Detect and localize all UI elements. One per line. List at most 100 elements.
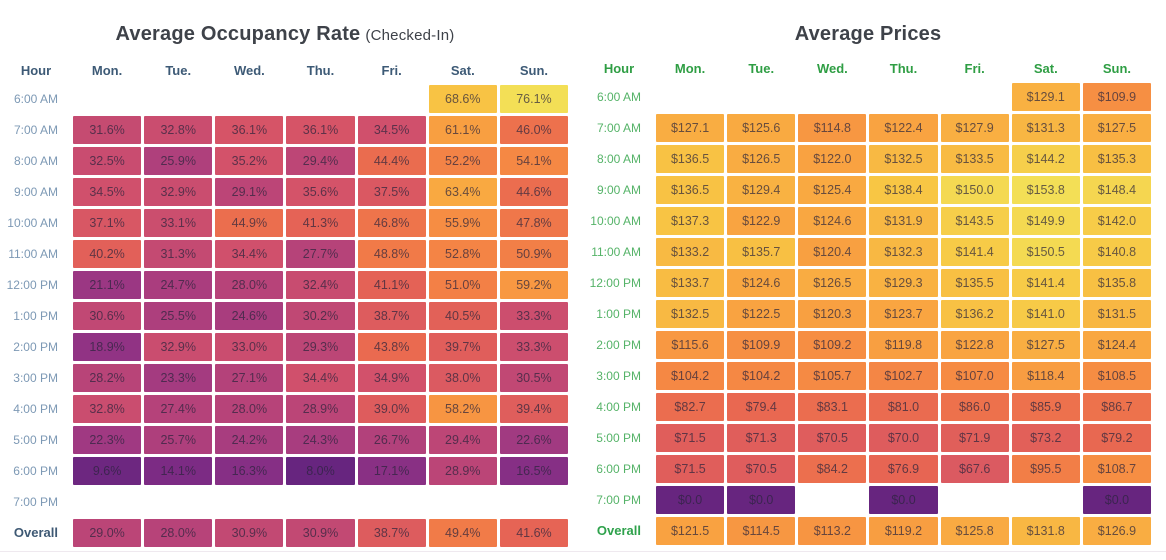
heatmap-cell: $79.2 [1082, 424, 1151, 452]
heatmap-cell: 29.3% [286, 333, 355, 361]
heatmap-cell: 41.6% [499, 519, 568, 547]
heatmap-cell: 52.2% [428, 147, 497, 175]
heatmap-cell: $150.5 [1011, 238, 1080, 266]
hour-row-label: 4:00 PM [13, 402, 58, 416]
heatmap-cell: $121.5 [656, 517, 725, 545]
heatmap-cell: 36.1% [215, 116, 284, 144]
heatmap-cell: $149.9 [1011, 207, 1080, 235]
heatmap-cell: 39.7% [428, 333, 497, 361]
heatmap-cell: 40.2% [73, 240, 142, 268]
heatmap-cell: 50.9% [499, 240, 568, 268]
heatmap-cell: $0.0 [727, 486, 796, 514]
empty-heatmap-cell [798, 486, 866, 514]
day-column-header: Wed. [816, 61, 848, 76]
heatmap-cell: $71.9 [940, 424, 1009, 452]
heatmap-cell: $126.9 [1082, 517, 1151, 545]
heatmap-cell: 28.2% [73, 364, 142, 392]
overall-row-label: Overall [596, 523, 641, 538]
hour-row-label: 9:00 AM [596, 183, 641, 197]
heatmap-cell: 33.3% [499, 333, 568, 361]
heatmap-cell: $83.1 [798, 393, 867, 421]
heatmap-cell: $0.0 [869, 486, 938, 514]
heatmap-cell: 24.7% [144, 271, 213, 299]
occupancy-heatmap-grid: Hour Mon. Tue. Wed. Thu. Fri. Sat. Sun. 6:00 AM 6… [2, 60, 568, 547]
heatmap-cell: 24.3% [286, 426, 355, 454]
hour-row-label: 11:00 AM [591, 245, 641, 259]
heatmap-cell: $125.6 [727, 114, 796, 142]
day-column-header: Thu. [306, 63, 335, 78]
heatmap-cell: $108.7 [1082, 455, 1151, 483]
heatmap-cell: 32.4% [286, 271, 355, 299]
heatmap-cell: 24.2% [215, 426, 284, 454]
hour-row-label: 12:00 PM [6, 278, 58, 292]
heatmap-cell: 40.5% [428, 302, 497, 330]
heatmap-cell: 18.9% [73, 333, 142, 361]
heatmap-cell: $150.0 [940, 176, 1009, 204]
heatmap-cell: $73.2 [1011, 424, 1080, 452]
heatmap-cell: $132.5 [656, 300, 725, 328]
heatmap-cell: 58.2% [428, 395, 497, 423]
prices-heatmap-panel: Average Prices Hour Mon. Tue. Wed. Thu. Fri. S… [583, 0, 1166, 560]
hour-row-label: 6:00 PM [596, 462, 641, 476]
heatmap-cell: $127.1 [656, 114, 725, 142]
heatmap-cell: 76.1% [499, 85, 568, 113]
heatmap-cell: $71.3 [727, 424, 796, 452]
heatmap-cell: $129.3 [869, 269, 938, 297]
heatmap-cell: 39.4% [499, 395, 568, 423]
heatmap-cell: 35.6% [286, 178, 355, 206]
empty-heatmap-cell [215, 488, 283, 516]
heatmap-cell: $0.0 [656, 486, 725, 514]
heatmap-cell: $81.0 [869, 393, 938, 421]
empty-heatmap-cell [798, 83, 866, 111]
heatmap-cell: 16.5% [499, 457, 568, 485]
hour-row-label: 1:00 PM [13, 309, 58, 323]
empty-heatmap-cell [941, 83, 1009, 111]
heatmap-cell: $118.4 [1011, 362, 1080, 390]
heatmap-cell: 28.9% [428, 457, 497, 485]
heatmap-cell: 44.9% [215, 209, 284, 237]
heatmap-cell: 34.5% [73, 178, 142, 206]
heatmap-cell: 43.8% [357, 333, 426, 361]
occupancy-heatmap-panel: Average Occupancy Rate (Checked-In) Hour M… [2, 23, 568, 547]
heatmap-cell: 28.0% [215, 395, 284, 423]
hour-row-label: 10:00 AM [7, 216, 58, 230]
heatmap-cell: 63.4% [428, 178, 497, 206]
heatmap-cell: 24.6% [215, 302, 284, 330]
heatmap-cell: $70.5 [798, 424, 867, 452]
heatmap-cell: 32.8% [73, 395, 142, 423]
heatmap-cell: 27.7% [286, 240, 355, 268]
hour-row-label: 4:00 PM [596, 400, 641, 414]
heatmap-cell: 61.1% [428, 116, 497, 144]
heatmap-cell: 29.1% [215, 178, 284, 206]
heatmap-cell: 28.0% [144, 519, 213, 547]
heatmap-cell: 27.4% [144, 395, 213, 423]
empty-heatmap-cell [429, 488, 497, 516]
heatmap-cell: $122.4 [869, 114, 938, 142]
empty-heatmap-cell [358, 85, 426, 113]
heatmap-cell: 9.6% [73, 457, 142, 485]
heatmap-cell: 34.5% [357, 116, 426, 144]
heatmap-cell: $136.2 [940, 300, 1009, 328]
heatmap-cell: 29.4% [428, 426, 497, 454]
heatmap-cell: $107.0 [940, 362, 1009, 390]
hour-row-label: 5:00 PM [596, 431, 641, 445]
heatmap-cell: 55.9% [428, 209, 497, 237]
hour-row-label: 7:00 PM [13, 495, 58, 509]
hour-row-label: 7:00 AM [596, 121, 641, 135]
heatmap-cell: $109.9 [1082, 83, 1151, 111]
empty-heatmap-cell [144, 488, 212, 516]
heatmap-cell: 48.8% [357, 240, 426, 268]
overall-row-label: Overall [13, 525, 58, 540]
heatmap-cell: 41.3% [286, 209, 355, 237]
heatmap-cell: 23.3% [144, 364, 213, 392]
heatmap-cell: 39.0% [357, 395, 426, 423]
heatmap-cell: $127.5 [1082, 114, 1151, 142]
heatmap-cell: 38.0% [428, 364, 497, 392]
heatmap-cell: $133.5 [940, 145, 1009, 173]
heatmap-cell: 46.0% [499, 116, 568, 144]
hour-column-header: Hour [20, 63, 52, 78]
heatmap-cell: 29.0% [73, 519, 142, 547]
heatmap-cell: $114.8 [798, 114, 867, 142]
heatmap-cell: $131.8 [1011, 517, 1080, 545]
